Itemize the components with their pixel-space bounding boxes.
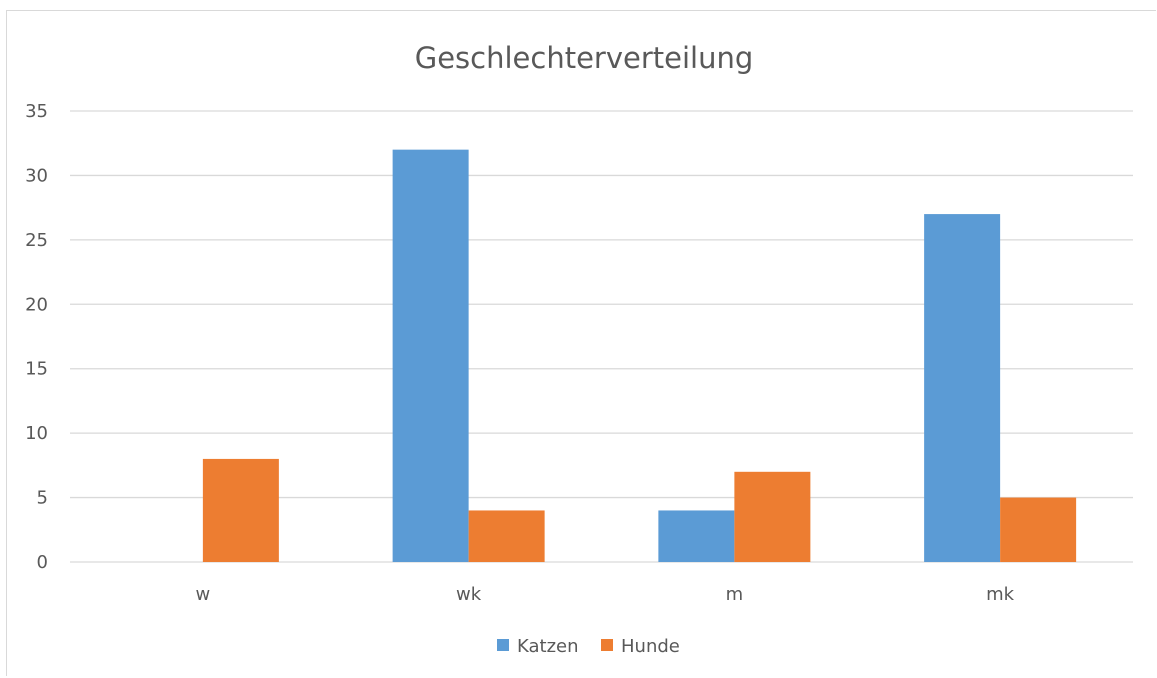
bar-katzen-m — [658, 510, 735, 562]
bar-hunde-m — [734, 471, 811, 562]
legend-label-hunde: Hunde — [621, 636, 680, 657]
legend-label-katzen: Katzen — [517, 636, 579, 657]
y-tick-label: 20 — [25, 294, 48, 315]
legend: Katzen Hunde — [497, 636, 680, 657]
x-tick-label: w — [196, 584, 211, 605]
legend-swatch-katzen — [497, 639, 509, 651]
x-tick-label: m — [726, 584, 744, 605]
y-axis-ticks: 0 5 10 15 20 25 30 35 — [25, 101, 48, 573]
bar-hunde-w — [202, 458, 279, 562]
y-tick-label: 25 — [25, 230, 48, 251]
y-tick-label: 10 — [25, 423, 48, 444]
y-tick-label: 30 — [25, 165, 48, 186]
bar-hunde-mk — [1000, 497, 1077, 562]
y-tick-label: 5 — [37, 488, 48, 509]
bar-katzen-mk — [924, 214, 1001, 563]
legend-swatch-hunde — [601, 639, 613, 651]
bar-katzen-wk — [392, 149, 469, 562]
x-axis-ticks: w wk m mk — [196, 584, 1015, 605]
x-tick-label: mk — [986, 584, 1015, 605]
y-tick-label: 0 — [37, 552, 48, 573]
x-tick-label: wk — [456, 584, 482, 605]
bars — [202, 149, 1077, 563]
bar-hunde-wk — [468, 510, 545, 562]
chart-title: Geschlechterverteilung — [415, 41, 754, 75]
y-tick-label: 35 — [25, 101, 48, 122]
y-tick-label: 15 — [25, 359, 48, 380]
